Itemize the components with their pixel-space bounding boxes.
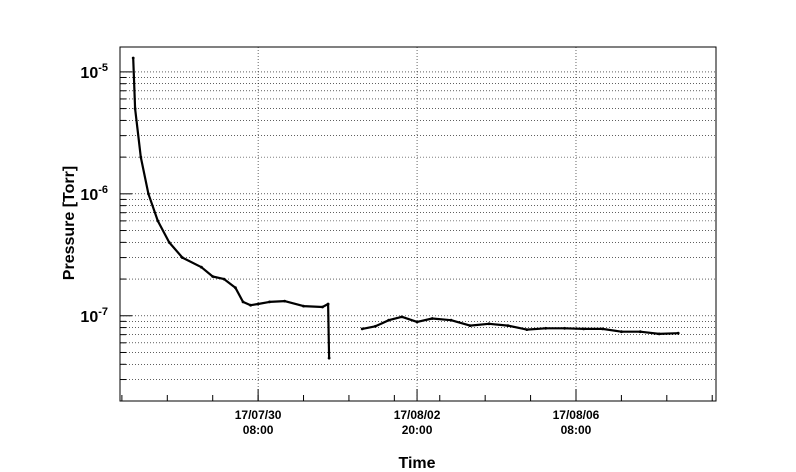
x-tick-label-time: 08:00 <box>243 423 274 437</box>
data-point <box>211 275 215 278</box>
data-point <box>387 318 391 322</box>
x-tick-label-date: 17/08/02 <box>394 408 441 422</box>
data-point <box>620 330 623 334</box>
data-point <box>326 302 330 306</box>
data-point <box>222 277 226 281</box>
y-tick-label: 10-6 <box>80 184 108 204</box>
data-point <box>544 326 548 330</box>
data-point <box>415 320 419 324</box>
data-point <box>200 265 203 269</box>
data-point <box>657 332 661 336</box>
data-point <box>360 327 364 331</box>
data-point <box>181 256 184 259</box>
data-point <box>582 327 585 331</box>
x-axis-title: Time <box>398 455 435 472</box>
data-point <box>156 219 160 223</box>
data-point <box>563 326 566 330</box>
data-point <box>131 56 135 60</box>
data-point <box>133 107 137 110</box>
y-tick-label: 10-5 <box>80 62 108 82</box>
x-tick-label-date: 17/07/30 <box>235 408 282 422</box>
data-point <box>525 328 529 331</box>
data-point <box>374 324 377 328</box>
data-point <box>601 327 604 331</box>
data-point <box>234 286 237 290</box>
data-point <box>283 299 286 303</box>
data-point <box>327 356 331 360</box>
data-point <box>449 318 453 322</box>
data-point <box>302 304 305 308</box>
grid <box>120 47 716 402</box>
plot-frame <box>119 46 717 402</box>
data-point <box>268 300 271 304</box>
data-point <box>167 241 171 244</box>
data-point <box>676 331 680 335</box>
data-series <box>131 56 680 360</box>
axis-ticks: 17/07/3008:0017/08/0220:0017/08/0608:001… <box>80 62 713 437</box>
data-point <box>321 305 324 309</box>
data-point <box>139 155 143 159</box>
data-point <box>487 322 491 326</box>
data-point <box>506 324 510 327</box>
series-line-0 <box>132 57 331 359</box>
x-tick-label-date: 17/08/06 <box>553 408 600 422</box>
data-point <box>468 324 472 327</box>
data-point <box>430 317 434 320</box>
data-point <box>400 315 404 319</box>
x-tick-label-time: 08:00 <box>561 423 592 437</box>
data-point <box>147 192 150 196</box>
x-tick-label-time: 20:00 <box>402 423 433 437</box>
y-tick-label: 10-7 <box>80 306 108 326</box>
data-point <box>241 300 245 304</box>
y-axis-title: Pressure [Torr] <box>61 166 78 280</box>
data-point <box>638 330 642 334</box>
data-point <box>249 303 253 307</box>
data-point <box>256 302 260 306</box>
